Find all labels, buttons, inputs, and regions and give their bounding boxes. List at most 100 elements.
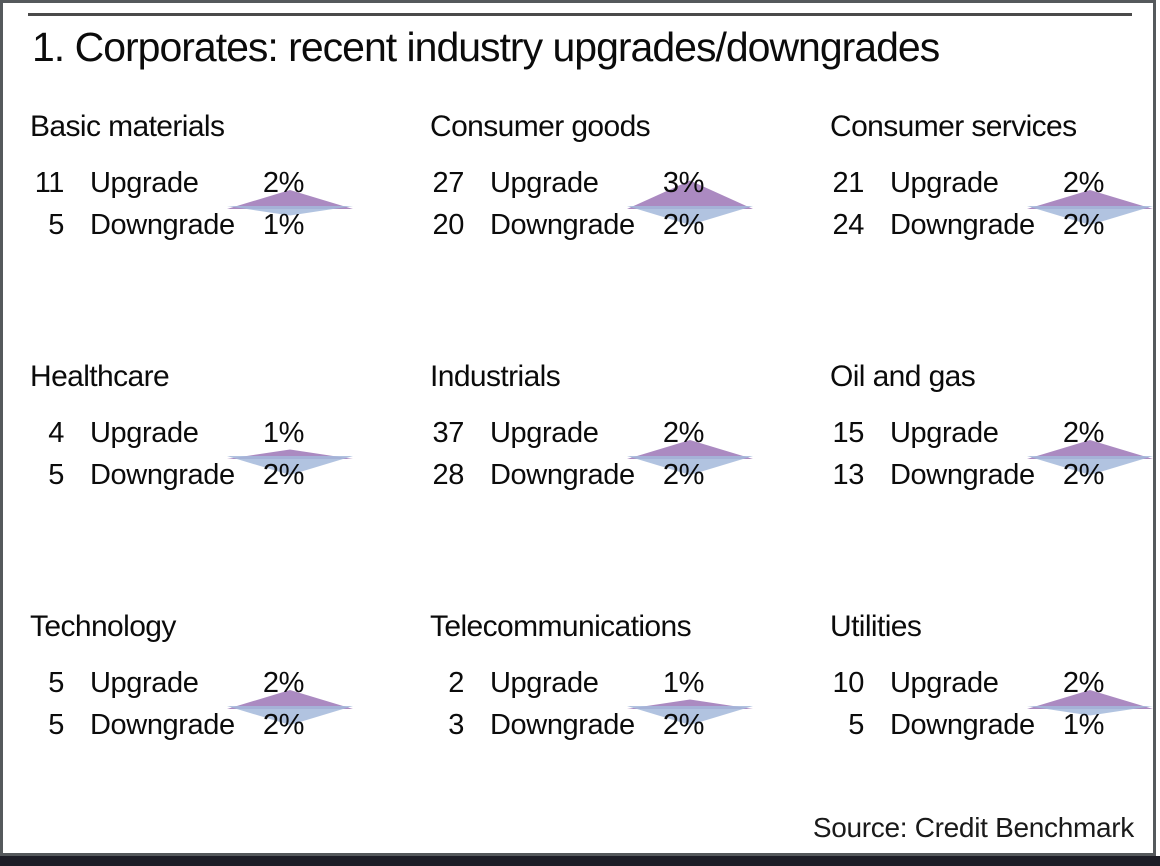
downgrade-pct: 2% (662, 709, 705, 741)
upgrade-count: 37 (432, 417, 465, 449)
title-top-rule (28, 13, 1132, 16)
downgrade-count: 24 (832, 209, 865, 241)
downgrade-label: Downgrade (490, 459, 635, 491)
upgrade-count: 10 (832, 667, 865, 699)
updown-diamond-icon (227, 671, 353, 747)
downgrade-label: Downgrade (890, 459, 1035, 491)
upgrade-row: 21 Upgrade 2% (828, 167, 1128, 209)
industry-panel-grid: Basic materials 11 Upgrade 2% 5 Downgrad… (28, 110, 1153, 860)
upgrade-count: 2 (448, 667, 464, 699)
upgrade-label: Upgrade (490, 667, 599, 699)
upgrade-count: 4 (48, 417, 64, 449)
upgrade-label: Upgrade (90, 167, 199, 199)
updown-diamond-icon (227, 421, 353, 497)
upgrade-count: 27 (432, 167, 465, 199)
industry-title: Healthcare (30, 360, 170, 393)
industry-panel-healthcare: Healthcare 4 Upgrade 1% 5 Downgrade 2% (28, 360, 428, 610)
downgrade-count: 5 (48, 209, 64, 241)
downgrade-row: 3 Downgrade 2% (428, 709, 728, 751)
downgrade-count: 28 (432, 459, 465, 491)
upgrade-row: 10 Upgrade 2% (828, 667, 1128, 709)
downgrade-row: 20 Downgrade 2% (428, 209, 728, 251)
industry-title: Telecommunications (430, 610, 692, 643)
upgrade-pct: 2% (1062, 667, 1105, 699)
industry-title: Consumer services (830, 110, 1077, 143)
panel-rows: 27 Upgrade 3% 20 Downgrade 2% (428, 167, 728, 251)
panel-rows: 4 Upgrade 1% 5 Downgrade 2% (28, 417, 328, 501)
downgrade-pct: 2% (262, 709, 305, 741)
downgrade-label: Downgrade (890, 709, 1035, 741)
source-credit: Source: Credit Benchmark (812, 812, 1134, 843)
upgrade-count: 15 (832, 417, 865, 449)
upgrade-count: 5 (48, 667, 64, 699)
downgrade-label: Downgrade (490, 209, 635, 241)
downgrade-count: 5 (848, 709, 864, 741)
downgrade-count: 3 (448, 709, 464, 741)
industry-panel-oil-and-gas: Oil and gas 15 Upgrade 2% 13 Downgrade 2… (828, 360, 1153, 610)
downgrade-row: 5 Downgrade 1% (28, 209, 328, 251)
downgrade-row: 13 Downgrade 2% (828, 459, 1128, 501)
downgrade-count: 13 (832, 459, 865, 491)
upgrade-row: 15 Upgrade 2% (828, 417, 1128, 459)
industry-panel-technology: Technology 5 Upgrade 2% 5 Downgrade 2% (28, 610, 428, 860)
updown-diamond-icon (627, 171, 753, 247)
upgrade-row: 4 Upgrade 1% (28, 417, 328, 459)
industry-panel-consumer-services: Consumer services 21 Upgrade 2% 24 Downg… (828, 110, 1153, 360)
updown-diamond-icon (1027, 421, 1153, 497)
upgrade-row: 37 Upgrade 2% (428, 417, 728, 459)
industry-panel-basic-materials: Basic materials 11 Upgrade 2% 5 Downgrad… (28, 110, 428, 360)
upgrade-count: 11 (34, 167, 65, 199)
industry-panel-telecommunications: Telecommunications 2 Upgrade 1% 3 Downgr… (428, 610, 828, 860)
downgrade-label: Downgrade (490, 709, 635, 741)
downgrade-label: Downgrade (890, 209, 1035, 241)
upgrade-label: Upgrade (890, 417, 999, 449)
upgrade-count: 21 (832, 167, 865, 199)
upgrade-label: Upgrade (90, 667, 199, 699)
upgrade-label: Upgrade (890, 667, 999, 699)
upgrade-pct: 2% (1062, 167, 1105, 199)
panel-rows: 2 Upgrade 1% 3 Downgrade 2% (428, 667, 728, 751)
upgrade-label: Upgrade (490, 417, 599, 449)
industry-title: Technology (30, 610, 176, 643)
upgrade-row: 5 Upgrade 2% (28, 667, 328, 709)
downgrade-pct: 2% (1062, 459, 1105, 491)
upgrade-pct: 2% (262, 167, 305, 199)
panel-rows: 11 Upgrade 2% 5 Downgrade 1% (28, 167, 328, 251)
upgrade-row: 27 Upgrade 3% (428, 167, 728, 209)
downgrade-row: 24 Downgrade 2% (828, 209, 1128, 251)
updown-diamond-icon (1027, 171, 1153, 247)
upgrade-pct: 1% (662, 667, 705, 699)
downgrade-pct: 2% (662, 459, 705, 491)
upgrade-row: 11 Upgrade 2% (28, 167, 328, 209)
panel-rows: 21 Upgrade 2% 24 Downgrade 2% (828, 167, 1128, 251)
industry-title: Industrials (430, 360, 561, 393)
updown-diamond-icon (627, 421, 753, 497)
downgrade-pct: 2% (262, 459, 305, 491)
upgrade-pct: 1% (262, 417, 305, 449)
upgrade-pct: 2% (1062, 417, 1105, 449)
downgrade-pct: 2% (1062, 209, 1105, 241)
downgrade-count: 5 (48, 459, 64, 491)
downgrade-row: 5 Downgrade 2% (28, 709, 328, 751)
upgrade-label: Upgrade (890, 167, 999, 199)
industry-title: Utilities (830, 610, 922, 643)
downgrade-row: 28 Downgrade 2% (428, 459, 728, 501)
panel-rows: 15 Upgrade 2% 13 Downgrade 2% (828, 417, 1128, 501)
industry-panel-industrials: Industrials 37 Upgrade 2% 28 Downgrade 2… (428, 360, 828, 610)
upgrade-pct: 2% (662, 417, 705, 449)
downgrade-label: Downgrade (90, 709, 235, 741)
panel-rows: 10 Upgrade 2% 5 Downgrade 1% (828, 667, 1128, 751)
downgrade-pct: 1% (1062, 709, 1105, 741)
upgrade-pct: 2% (262, 667, 305, 699)
panel-rows: 37 Upgrade 2% 28 Downgrade 2% (428, 417, 728, 501)
downgrade-row: 5 Downgrade 2% (28, 459, 328, 501)
updown-diamond-icon (627, 671, 753, 747)
downgrade-count: 5 (48, 709, 64, 741)
updown-diamond-icon (227, 171, 353, 247)
industry-title: Basic materials (30, 110, 225, 143)
bottom-dark-strip (0, 856, 1160, 866)
upgrade-pct: 3% (662, 167, 705, 199)
industry-title: Oil and gas (830, 360, 976, 393)
downgrade-label: Downgrade (90, 209, 235, 241)
downgrade-label: Downgrade (90, 459, 235, 491)
